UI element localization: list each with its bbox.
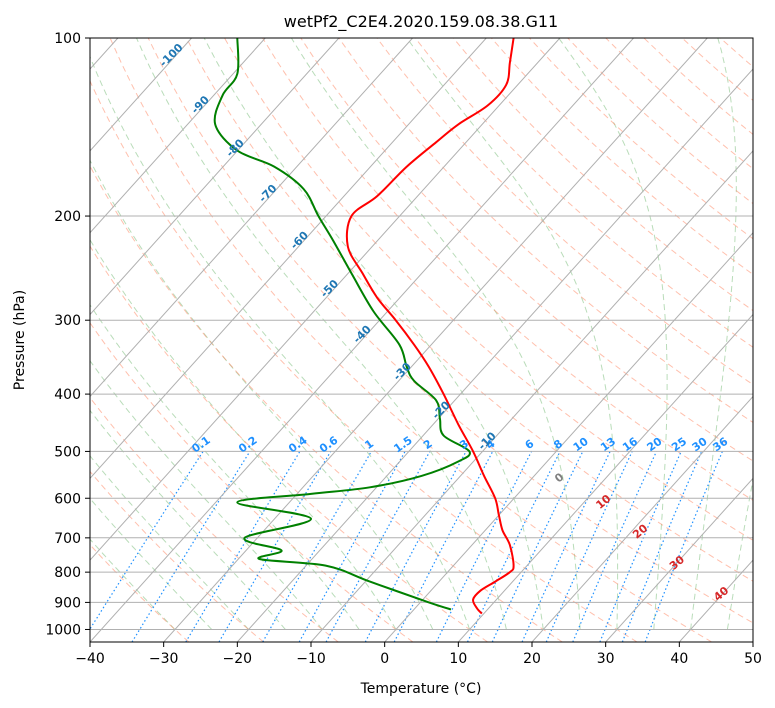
isotherm-line — [90, 38, 413, 398]
x-tick-label: 20 — [523, 651, 541, 667]
y-tick-label: 600 — [54, 491, 81, 507]
y-tick-label: 900 — [54, 595, 81, 611]
moist-adiabat-line — [90, 55, 471, 630]
isotherm-line — [90, 38, 266, 234]
mixing-ratio-line — [545, 451, 633, 642]
chart-title: wetPf2_C2E4.2020.159.08.38.G11 — [284, 12, 558, 32]
mixing-ratio-line — [572, 451, 658, 642]
y-tick-label: 1000 — [45, 622, 81, 638]
moist-adiabat-line — [90, 303, 360, 630]
dry-adiabat-line — [90, 544, 190, 642]
dry-adiabat-line — [147, 38, 753, 624]
x-tick-label: 30 — [597, 651, 615, 667]
isotherm-line — [310, 150, 753, 642]
dry-adiabat-line — [452, 38, 753, 312]
moist-adiabat-line — [558, 38, 668, 630]
dewpoint-profile-line — [213, 38, 471, 611]
x-tick-label: −30 — [149, 651, 179, 667]
mixing-ratio-line — [435, 451, 533, 642]
dry-adiabat-line — [414, 38, 753, 348]
x-tick-label: −40 — [75, 651, 105, 667]
y-tick-label: 100 — [54, 31, 81, 47]
dry-adiabat-line — [376, 38, 753, 386]
mixing-ratio-line — [599, 451, 682, 642]
plot-frame — [89, 37, 754, 643]
y-tick-label: 500 — [54, 444, 81, 460]
mixing-ratio-line — [644, 451, 723, 642]
moist-adiabat-line — [90, 159, 434, 630]
y-tick-label: 800 — [54, 565, 81, 581]
x-tick-label: −20 — [223, 651, 253, 667]
moist-adiabat-line — [406, 38, 619, 630]
isotherm-line — [163, 38, 708, 642]
isotherm-line — [90, 38, 192, 152]
x-tick-label: 10 — [449, 651, 467, 667]
mixing-ratio-line — [298, 451, 406, 642]
dry-adiabat-line — [90, 245, 488, 642]
isotherm-line — [236, 68, 753, 642]
moist-adiabat-line — [290, 38, 581, 630]
dry-adiabat-line — [90, 396, 339, 642]
x-axis-label: Temperature (°C) — [360, 681, 482, 697]
isotherm-line — [90, 38, 340, 316]
isotherm-line — [90, 38, 487, 480]
isotherm-line — [90, 38, 561, 561]
mixing-ratio-line — [621, 451, 703, 642]
mixing-ratio-line — [325, 451, 431, 642]
y-tick-label: 700 — [54, 531, 81, 547]
y-tick-label: 200 — [54, 209, 81, 225]
moist-adiabat-line — [690, 38, 737, 630]
x-tick-label: −10 — [296, 651, 326, 667]
moist-adiabat-line — [90, 238, 397, 630]
isotherm-line — [531, 395, 753, 642]
isotherm-line — [90, 38, 634, 642]
dry-adiabat-line — [109, 38, 712, 642]
moist-adiabat-line — [726, 476, 753, 630]
y-tick-label: 300 — [54, 313, 81, 329]
x-tick-label: 50 — [744, 651, 762, 667]
temperature-profile-line — [345, 38, 515, 615]
x-tick-label: 40 — [670, 651, 688, 667]
isotherm-line — [457, 313, 753, 642]
isotherm-line — [384, 232, 753, 642]
dry-adiabat-line — [90, 165, 563, 642]
moist-adiabat-line — [136, 38, 507, 630]
x-tick-label: 0 — [380, 651, 389, 667]
y-tick-label: 400 — [54, 387, 81, 403]
moist-adiabat-line — [203, 38, 544, 630]
mixing-ratio-line — [262, 451, 372, 642]
mixing-ratio-line — [90, 451, 204, 631]
dry-adiabat-line — [90, 470, 264, 642]
moist-adiabat-line — [90, 359, 323, 630]
isotherm-line — [605, 477, 753, 642]
y-axis-label: Pressure (hPa) — [12, 290, 28, 390]
